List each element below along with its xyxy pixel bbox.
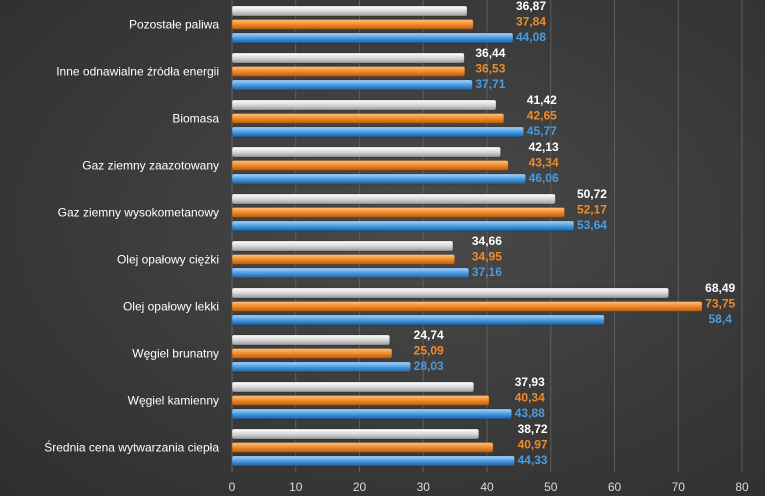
data-label: 44,08 <box>516 30 546 44</box>
x-tick-label: 80 <box>735 480 749 494</box>
bar <box>231 254 456 265</box>
data-label: 25,09 <box>414 344 444 358</box>
bar <box>231 207 565 218</box>
data-label: 34,66 <box>472 234 502 248</box>
category-label: Średnia cena wytwarzania ciepła <box>44 440 219 455</box>
data-label: 36,44 <box>475 46 505 60</box>
data-label: 50,72 <box>577 187 607 201</box>
bar <box>231 126 525 138</box>
category-label: Gaz ziemny zaazotowany <box>82 159 219 173</box>
bar <box>231 99 497 111</box>
grid-lines <box>231 0 743 472</box>
bar <box>231 79 473 91</box>
data-label: 37,71 <box>475 77 505 91</box>
category-label: Węgiel kamienny <box>128 394 219 408</box>
x-tick-label: 0 <box>229 480 236 494</box>
category-label: Pozostałe paliwa <box>129 18 219 32</box>
bar <box>231 442 494 453</box>
bar <box>231 408 513 420</box>
data-label: 53,64 <box>577 218 607 232</box>
data-label: 43,88 <box>515 406 545 420</box>
data-label: 37,84 <box>516 15 546 29</box>
data-label: 46,06 <box>529 171 559 185</box>
bar <box>231 361 411 373</box>
x-tick-label: 40 <box>480 480 494 494</box>
x-tick-label: 70 <box>672 480 686 494</box>
data-label: 36,53 <box>475 62 505 76</box>
data-label: 52,17 <box>577 203 607 217</box>
data-label: 42,65 <box>527 109 557 123</box>
bar <box>231 287 669 299</box>
category-label: Gaz ziemny wysokometanowy <box>58 206 219 220</box>
bar <box>231 66 466 77</box>
data-label: 68,49 <box>705 281 735 295</box>
data-label: 38,72 <box>518 422 548 436</box>
data-label: 41,42 <box>527 93 557 107</box>
data-label: 37,93 <box>515 375 545 389</box>
x-tick-label: 10 <box>289 480 303 494</box>
x-tick-label: 50 <box>544 480 558 494</box>
bar <box>231 146 501 158</box>
bar <box>231 19 474 30</box>
bar <box>231 267 470 279</box>
bar <box>231 5 468 17</box>
data-label: 44,33 <box>518 453 548 467</box>
x-tick-label: 30 <box>417 480 431 494</box>
x-tick-label: 60 <box>608 480 622 494</box>
labels: 0 10 20 30 40 50 60 70 80 Pozostałe paliwa 36,87 37… <box>44 0 749 494</box>
data-label: 28,03 <box>414 359 444 373</box>
bar <box>231 220 575 232</box>
data-label: 73,75 <box>705 297 735 311</box>
bar <box>231 381 475 393</box>
bar <box>231 160 509 171</box>
category-label: Biomasa <box>172 112 219 126</box>
data-label: 42,13 <box>529 140 559 154</box>
bar <box>231 334 391 346</box>
category-label: Węgiel brunatny <box>132 347 219 361</box>
bar <box>231 32 514 44</box>
data-label: 40,34 <box>515 391 545 405</box>
data-label: 40,97 <box>518 438 548 452</box>
data-label: 36,87 <box>516 0 546 13</box>
bar <box>231 395 490 406</box>
bar <box>231 314 605 326</box>
category-label: Olej opałowy ciężki <box>117 253 219 267</box>
data-label: 24,74 <box>414 328 444 342</box>
bar <box>231 52 465 64</box>
bar <box>231 301 703 312</box>
bar <box>231 113 505 124</box>
bar <box>231 240 454 252</box>
x-tick-label: 20 <box>353 480 367 494</box>
bar <box>231 455 515 467</box>
data-label: 58,4 <box>708 312 732 326</box>
data-label: 37,16 <box>472 265 502 279</box>
data-label: 34,95 <box>472 250 502 264</box>
bar <box>231 348 393 359</box>
bar <box>231 428 480 440</box>
data-label: 45,77 <box>527 124 557 138</box>
category-label: Inne odnawialne źródła energii <box>56 65 219 79</box>
bars <box>231 5 703 467</box>
category-label: Olej opałowy lekki <box>123 300 219 314</box>
bar <box>231 193 556 205</box>
data-label: 43,34 <box>529 156 559 170</box>
bar <box>231 173 526 185</box>
